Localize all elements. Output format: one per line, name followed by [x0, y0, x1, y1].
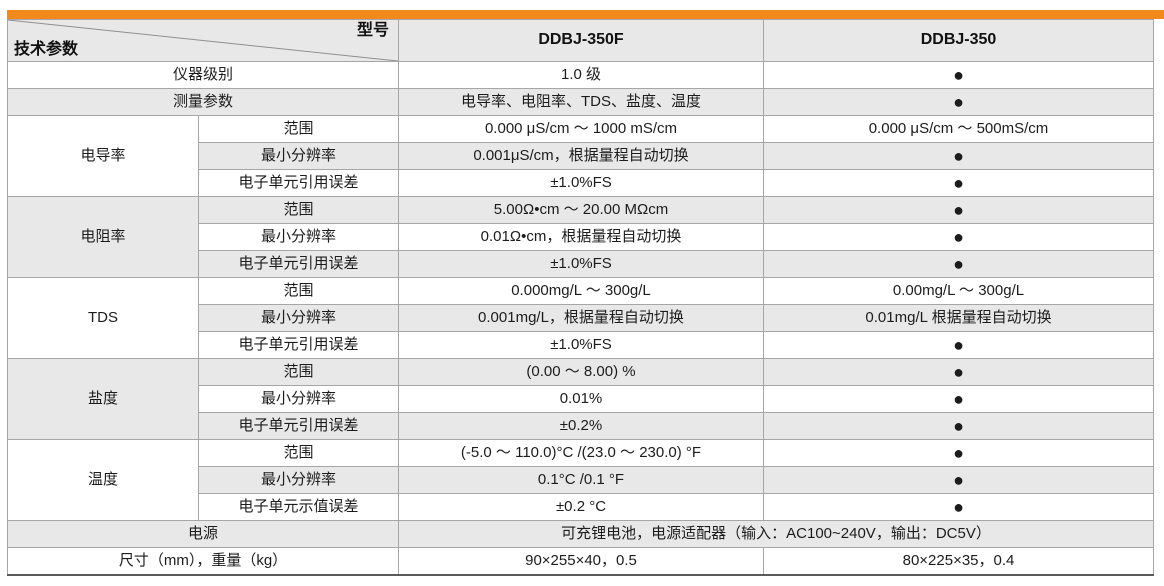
cell-value: 0.000 μS/cm ～ 1000 mS/cm [398, 115, 764, 143]
table-row: 尺寸（mm），重量（kg） 90×255×40，0.5 80×225×35，0.… [7, 547, 1154, 576]
group-label: 温度 [7, 439, 199, 521]
table-row: 测量参数 电导率、电阻率、TDS、盐度、温度 ● [7, 88, 1154, 116]
param-label: 范围 [198, 358, 399, 386]
cell-value: ±1.0%FS [398, 169, 764, 197]
cell-value: ● [763, 142, 1154, 170]
row-label: 仪器级别 [7, 61, 399, 89]
param-label: 电子单元引用误差 [198, 412, 399, 440]
cell-value: 90×255×40，0.5 [398, 547, 764, 576]
row-label: 测量参数 [7, 88, 399, 116]
cell-value: ±1.0%FS [398, 250, 764, 278]
cell-value: (-5.0 ～ 110.0)°C /(23.0 ～ 230.0) °F [398, 439, 764, 467]
table-row: 电子单元引用误差 ±0.2% ● [8, 412, 1154, 440]
cell-value: ● [763, 412, 1154, 440]
param-label: 范围 [198, 439, 399, 467]
cell-value: ● [763, 358, 1154, 386]
cell-value: ● [763, 331, 1154, 359]
table-row: 最小分辨率 0.01Ω•cm，根据量程自动切换 ● [8, 223, 1154, 251]
cell-value: ±0.2 °C [398, 493, 764, 521]
cell-value: 0.001mg/L，根据量程自动切换 [398, 304, 764, 332]
cell-value: (0.00 ～ 8.00) % [398, 358, 764, 386]
table-row: 电子单元引用误差 ±1.0%FS ● [8, 169, 1154, 197]
param-label: 最小分辨率 [198, 466, 399, 494]
cell-value: ● [763, 223, 1154, 251]
cell-value: ● [763, 61, 1154, 89]
cell-value: ±0.2% [398, 412, 764, 440]
cell-value: ● [763, 439, 1154, 467]
column-header-ddbj-350f: DDBJ-350F [398, 19, 764, 62]
table-row: 电子单元示值误差 ±0.2 °C ● [8, 493, 1154, 521]
cell-value: 0.000 μS/cm ～ 500mS/cm [763, 115, 1154, 143]
cell-value: 0.01Ω•cm，根据量程自动切换 [398, 223, 764, 251]
group-label: 盐度 [7, 358, 199, 440]
cell-value: 0.001μS/cm，根据量程自动切换 [398, 142, 764, 170]
column-header-ddbj-350: DDBJ-350 [763, 19, 1154, 62]
header-row: 型号 技术参数 DDBJ-350F DDBJ-350 [7, 19, 1154, 62]
param-label: 电子单元引用误差 [198, 169, 399, 197]
table-row: 电源 可充锂电池，电源适配器（输入：AC100~240V，输出：DC5V） [7, 520, 1154, 548]
row-label: 电源 [7, 520, 399, 548]
cell-value: ● [763, 88, 1154, 116]
group-label: 电导率 [7, 115, 199, 197]
cell-value: 可充锂电池，电源适配器（输入：AC100~240V，输出：DC5V） [398, 520, 1154, 548]
table-row: 电子单元引用误差 ±1.0%FS ● [8, 250, 1154, 278]
cell-value: 1.0 级 [398, 61, 764, 89]
cell-value: ● [763, 385, 1154, 413]
corner-header-cell: 型号 技术参数 [7, 19, 399, 62]
param-label: 范围 [198, 277, 399, 305]
cell-value: 80×225×35，0.4 [763, 547, 1154, 576]
table-row: 电导率 范围 0.000 μS/cm ～ 1000 mS/cm 0.000 μS… [7, 115, 1154, 197]
cell-value: ±1.0%FS [398, 331, 764, 359]
cell-value: ● [763, 493, 1154, 521]
param-label: 电子单元引用误差 [198, 331, 399, 359]
table-row: 温度 范围 (-5.0 ～ 110.0)°C /(23.0 ～ 230.0) °… [7, 439, 1154, 521]
cell-value: 0.00mg/L ～ 300g/L [763, 277, 1154, 305]
param-label: 范围 [198, 115, 399, 143]
accent-bar [7, 10, 1164, 19]
group-label: 电阻率 [7, 196, 199, 278]
param-label: 电子单元引用误差 [198, 250, 399, 278]
cell-value: 0.01mg/L 根据量程自动切换 [763, 304, 1154, 332]
group-label: TDS [7, 277, 199, 359]
cell-value: ● [763, 466, 1154, 494]
cell-value: 0.1°C /0.1 °F [398, 466, 764, 494]
param-label: 范围 [198, 196, 399, 224]
cell-value: 0.01% [398, 385, 764, 413]
table-row: 仪器级别 1.0 级 ● [7, 61, 1154, 89]
row-label: 尺寸（mm），重量（kg） [7, 547, 399, 576]
cell-value: 5.00Ω•cm ～ 20.00 MΩcm [398, 196, 764, 224]
spec-table: 型号 技术参数 DDBJ-350F DDBJ-350 仪器级别 1.0 级 ● … [7, 19, 1154, 576]
cell-value: 电导率、电阻率、TDS、盐度、温度 [398, 88, 764, 116]
table-row: TDS 范围 0.000mg/L ～ 300g/L 0.00mg/L ～ 300… [7, 277, 1154, 359]
table-row: 盐度 范围 (0.00 ～ 8.00) % ● [7, 358, 1154, 440]
corner-label-tech-params: 技术参数 [14, 40, 79, 58]
table-row: 最小分辨率 0.001mg/L，根据量程自动切换 0.01mg/L 根据量程自动… [8, 304, 1154, 332]
diagonal-line [8, 20, 398, 61]
param-label: 电子单元示值误差 [198, 493, 399, 521]
cell-value: 0.000mg/L ～ 300g/L [398, 277, 764, 305]
param-label: 最小分辨率 [198, 142, 399, 170]
corner-label-model: 型号 [356, 22, 389, 39]
cell-value: ● [763, 169, 1154, 197]
param-label: 最小分辨率 [198, 304, 399, 332]
table-row: 电阻率 范围 5.00Ω•cm ～ 20.00 MΩcm ● [7, 196, 1154, 278]
param-label: 最小分辨率 [198, 385, 399, 413]
cell-value: ● [763, 196, 1154, 224]
param-label: 最小分辨率 [198, 223, 399, 251]
cell-value: ● [763, 250, 1154, 278]
